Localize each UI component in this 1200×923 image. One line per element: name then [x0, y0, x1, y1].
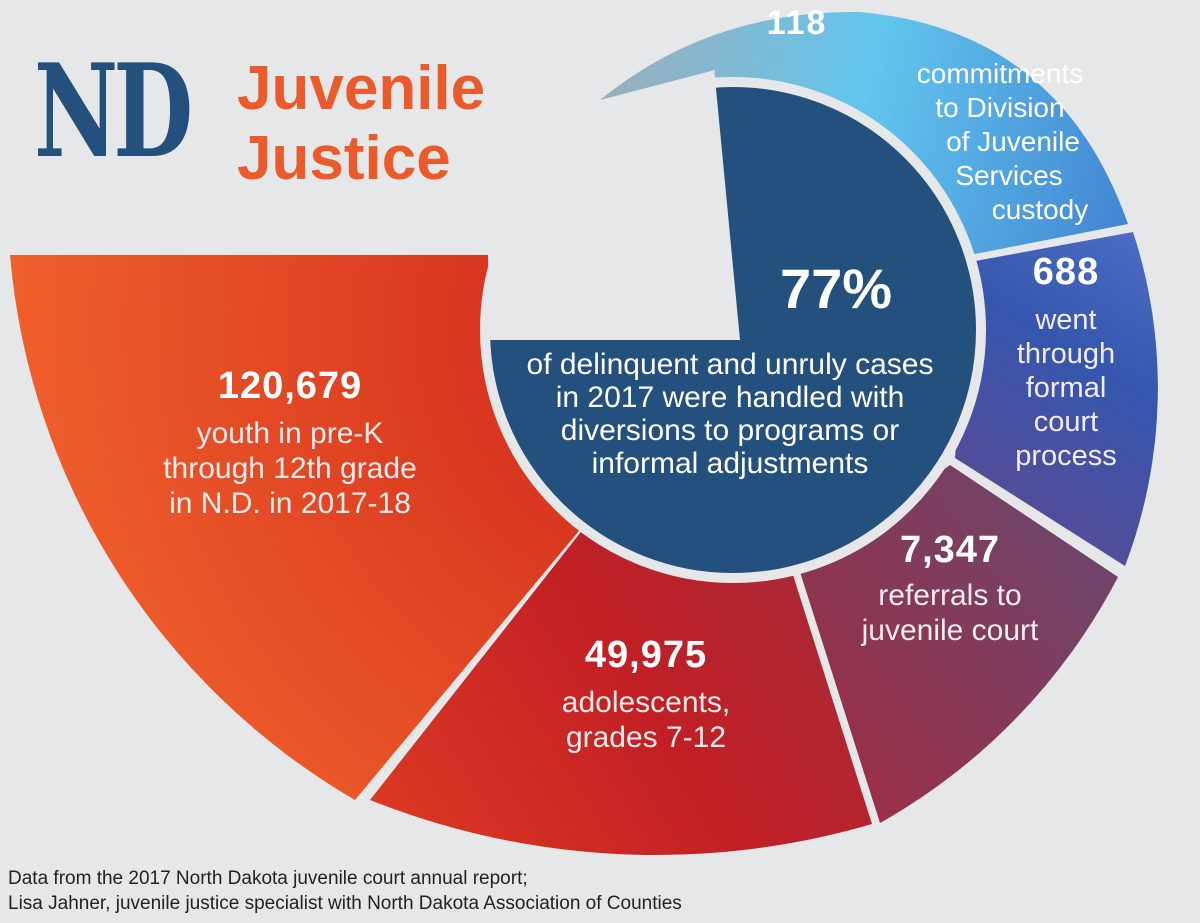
title-nd: ND: [34, 37, 193, 187]
segment-value-4: 118: [767, 4, 828, 42]
segment-value-2: 7,347: [900, 529, 1000, 571]
source-note: Data from the 2017 North Dakota juvenile…: [8, 866, 682, 916]
segment-label-3-0: went: [1034, 304, 1096, 336]
segment-label-1-1: grades 7-12: [566, 721, 726, 754]
center-label-0: of delinquent and unruly cases: [527, 348, 934, 381]
segment-referrals: [800, 465, 1118, 823]
center-cutout: [487, 78, 740, 340]
segment-adolescents: [370, 528, 872, 855]
segment-value-0: 120,679: [218, 365, 362, 407]
center-label-3: informal adjustments: [592, 447, 869, 480]
segment-label-3-1: through: [1017, 338, 1115, 370]
title-justice: Justice: [237, 124, 451, 193]
segment-formal-court: [955, 232, 1158, 566]
segment-label-4-3: Services: [955, 160, 1062, 191]
center-label-1: in 2017 were handled with: [556, 381, 905, 414]
segment-label-0-2: in N.D. in 2017-18: [169, 487, 411, 520]
segment-label-3-2: formal: [1026, 372, 1107, 404]
segment-label-3-4: process: [1015, 440, 1117, 472]
segment-label-4-2: of Juvenile: [946, 126, 1080, 157]
source-line-2: Lisa Jahner, juvenile justice specialist…: [8, 893, 682, 914]
segment-label-4-4: custody: [992, 194, 1089, 225]
segment-label-4-1: to Division: [935, 92, 1064, 123]
segment-value-3: 688: [1033, 251, 1099, 293]
segment-value-1: 49,975: [585, 634, 707, 676]
segment-label-0-0: youth in pre-K: [197, 417, 384, 450]
segment-label-4-0: commitments: [917, 58, 1083, 89]
segment-youth: [10, 255, 600, 800]
segment-label-1-0: adolescents,: [562, 686, 730, 719]
center-value: 77%: [780, 257, 892, 320]
source-line-1: Data from the 2017 North Dakota juvenile…: [8, 868, 528, 889]
segment-label-2-0: referrals to: [878, 579, 1021, 612]
segment-label-2-1: juvenile court: [861, 614, 1039, 647]
title-juvenile: Juvenile: [237, 54, 486, 123]
segment-label-3-3: court: [1034, 406, 1098, 438]
segment-label-0-1: through 12th grade: [163, 452, 417, 485]
center-label-2: diversions to programs or: [561, 414, 899, 447]
